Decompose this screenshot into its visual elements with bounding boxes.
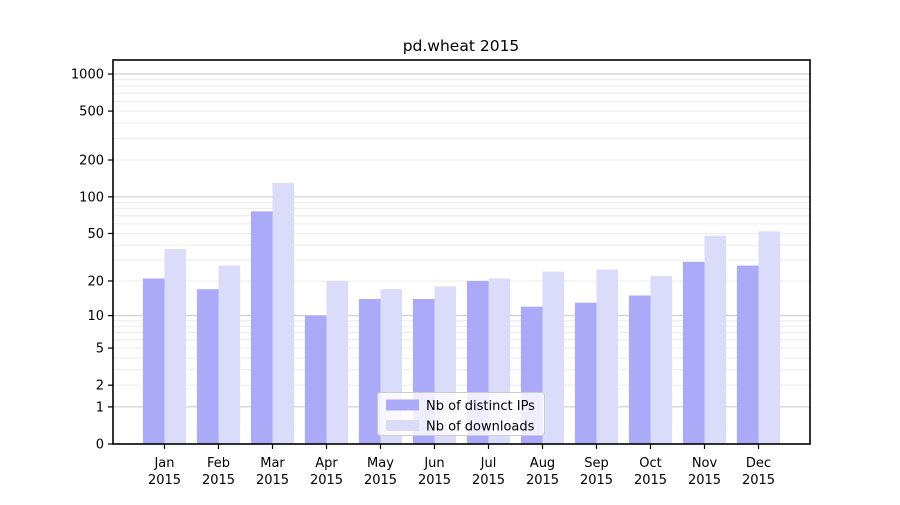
x-tick-label-month: May	[367, 456, 394, 471]
legend-label-downloads: Nb of downloads	[426, 420, 535, 435]
bar-dec-downloads	[758, 231, 781, 444]
x-tick-label-year: 2015	[256, 473, 289, 488]
x-tick-label-month: Sep	[584, 456, 609, 471]
bar-sep-downloads	[596, 269, 619, 444]
x-tick-label-year: 2015	[148, 473, 181, 488]
axes: 0 1 2 5 10 20 50 100 200 500 1000 Jan 2015 Feb 2015 Mar…	[71, 59, 811, 488]
legend-box	[377, 392, 545, 436]
plot-border	[112, 59, 811, 445]
x-tick-label-month: Dec	[746, 456, 771, 471]
x-tick-label-year: 2015	[526, 473, 559, 488]
bar-dec-distinct-ips	[736, 265, 759, 444]
y-tick-label: 20	[87, 274, 104, 289]
y-tick-label: 1000	[71, 68, 104, 83]
y-tick-label: 100	[79, 190, 104, 205]
x-tick-label-year: 2015	[634, 473, 667, 488]
y-tick-label: 10	[87, 309, 104, 324]
x-tick-label-year: 2015	[310, 473, 343, 488]
y-tick-label: 50	[87, 227, 104, 242]
legend-label-distinct-ips: Nb of distinct IPs	[426, 399, 535, 414]
bar-apr-downloads	[326, 280, 349, 444]
bar-mar-downloads	[272, 182, 295, 445]
y-tick-label: 2	[96, 379, 104, 394]
x-tick-label-month: Jun	[423, 456, 444, 471]
bar-sep-distinct-ips	[574, 302, 597, 444]
legend: Nb of distinct IPs Nb of downloads	[377, 392, 545, 436]
y-tick-label: 5	[96, 342, 104, 357]
x-tick-label-month: Apr	[315, 456, 338, 471]
x-tick-label-year: 2015	[418, 473, 451, 488]
y-tick-label: 1	[96, 400, 104, 415]
bar-aug-downloads	[542, 271, 565, 444]
bar-mar-distinct-ips	[250, 211, 273, 444]
x-tick-label-month: Feb	[207, 456, 230, 471]
chart-title: pd.wheat 2015	[403, 37, 520, 55]
x-tick-label-month: Jan	[153, 456, 174, 471]
x-tick-label-year: 2015	[742, 473, 775, 488]
x-tick-label-month: Jul	[480, 456, 497, 471]
bar-apr-distinct-ips	[304, 315, 327, 444]
x-tick-label-year: 2015	[688, 473, 721, 488]
x-tick-label-month: Aug	[530, 456, 555, 471]
legend-swatch-distinct-ips	[386, 399, 419, 411]
bar-feb-downloads	[218, 265, 241, 444]
bar-oct-downloads	[650, 276, 673, 444]
x-tick-label-year: 2015	[580, 473, 613, 488]
y-tick-label: 200	[79, 154, 104, 169]
y-tick-label: 500	[79, 105, 104, 120]
legend-swatch-downloads	[386, 420, 419, 431]
bar-nov-distinct-ips	[682, 261, 705, 444]
x-tick-label-year: 2015	[364, 473, 397, 488]
bar-jan-downloads	[164, 249, 187, 444]
x-tick-label-month: Mar	[260, 456, 285, 471]
x-tick-label-year: 2015	[202, 473, 235, 488]
x-tick-label-month: Oct	[639, 456, 661, 471]
x-tick-label-year: 2015	[472, 473, 505, 488]
bar-nov-downloads	[704, 235, 727, 444]
bar-oct-distinct-ips	[628, 295, 651, 444]
x-tick-label-month: Nov	[692, 456, 718, 471]
bar-feb-distinct-ips	[196, 289, 219, 444]
y-tick-label: 0	[96, 438, 104, 453]
bar-may-distinct-ips	[358, 298, 381, 444]
bar-jan-distinct-ips	[142, 278, 165, 444]
